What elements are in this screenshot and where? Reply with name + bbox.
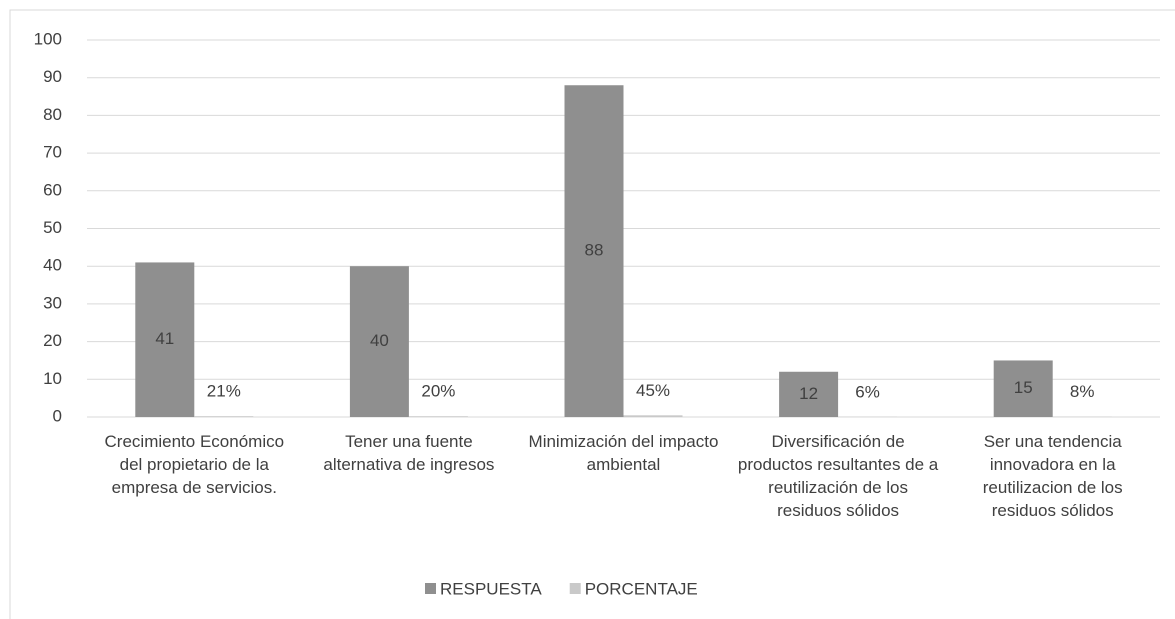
- data-label: 15: [1014, 378, 1033, 397]
- y-tick-label: 50: [43, 218, 62, 237]
- bar: [135, 262, 195, 417]
- data-label: 21%: [207, 382, 241, 401]
- data-label: 45%: [636, 381, 670, 400]
- y-tick-label: 90: [43, 67, 62, 86]
- bar: [194, 416, 254, 417]
- x-tick-label: Diversificación de productos resultantes…: [737, 432, 939, 520]
- y-tick-label: 10: [43, 369, 62, 388]
- bar: [349, 266, 409, 417]
- y-tick-label: 20: [43, 331, 62, 350]
- data-label: 6%: [855, 382, 880, 401]
- bar: [564, 85, 624, 418]
- data-label: 41: [155, 329, 174, 348]
- x-tick-label: Ser una tendencia innovadora en la reuti…: [982, 432, 1123, 520]
- legend-swatch: [425, 583, 436, 594]
- legend-label: RESPUESTA: [440, 579, 542, 598]
- legend-swatch: [569, 583, 581, 594]
- y-tick-label: 0: [53, 406, 62, 425]
- y-tick-label: 80: [43, 105, 62, 124]
- y-tick-label: 30: [43, 293, 62, 312]
- bar: [408, 416, 468, 417]
- x-tick-label: Crecimiento Económico del propietario de…: [104, 432, 285, 497]
- x-tick-label: Tener una fuente alternativa de ingresos: [323, 432, 495, 474]
- data-label: 40: [370, 331, 389, 350]
- legend-label: PORCENTAJE: [585, 579, 698, 598]
- data-label: 88: [585, 241, 604, 260]
- y-tick-label: 70: [43, 143, 62, 162]
- y-tick-label: 40: [43, 256, 62, 275]
- data-label: 20%: [421, 382, 455, 401]
- bar: [779, 371, 839, 417]
- bar: [623, 415, 683, 417]
- data-label: 8%: [1070, 382, 1095, 401]
- bar: [993, 360, 1053, 417]
- x-tick-label: Minimización del impacto ambiental: [528, 432, 719, 474]
- chart-border: [9, 9, 1175, 619]
- y-tick-label: 60: [43, 180, 62, 199]
- data-label: 12: [799, 384, 818, 403]
- y-tick-label: 100: [34, 29, 62, 48]
